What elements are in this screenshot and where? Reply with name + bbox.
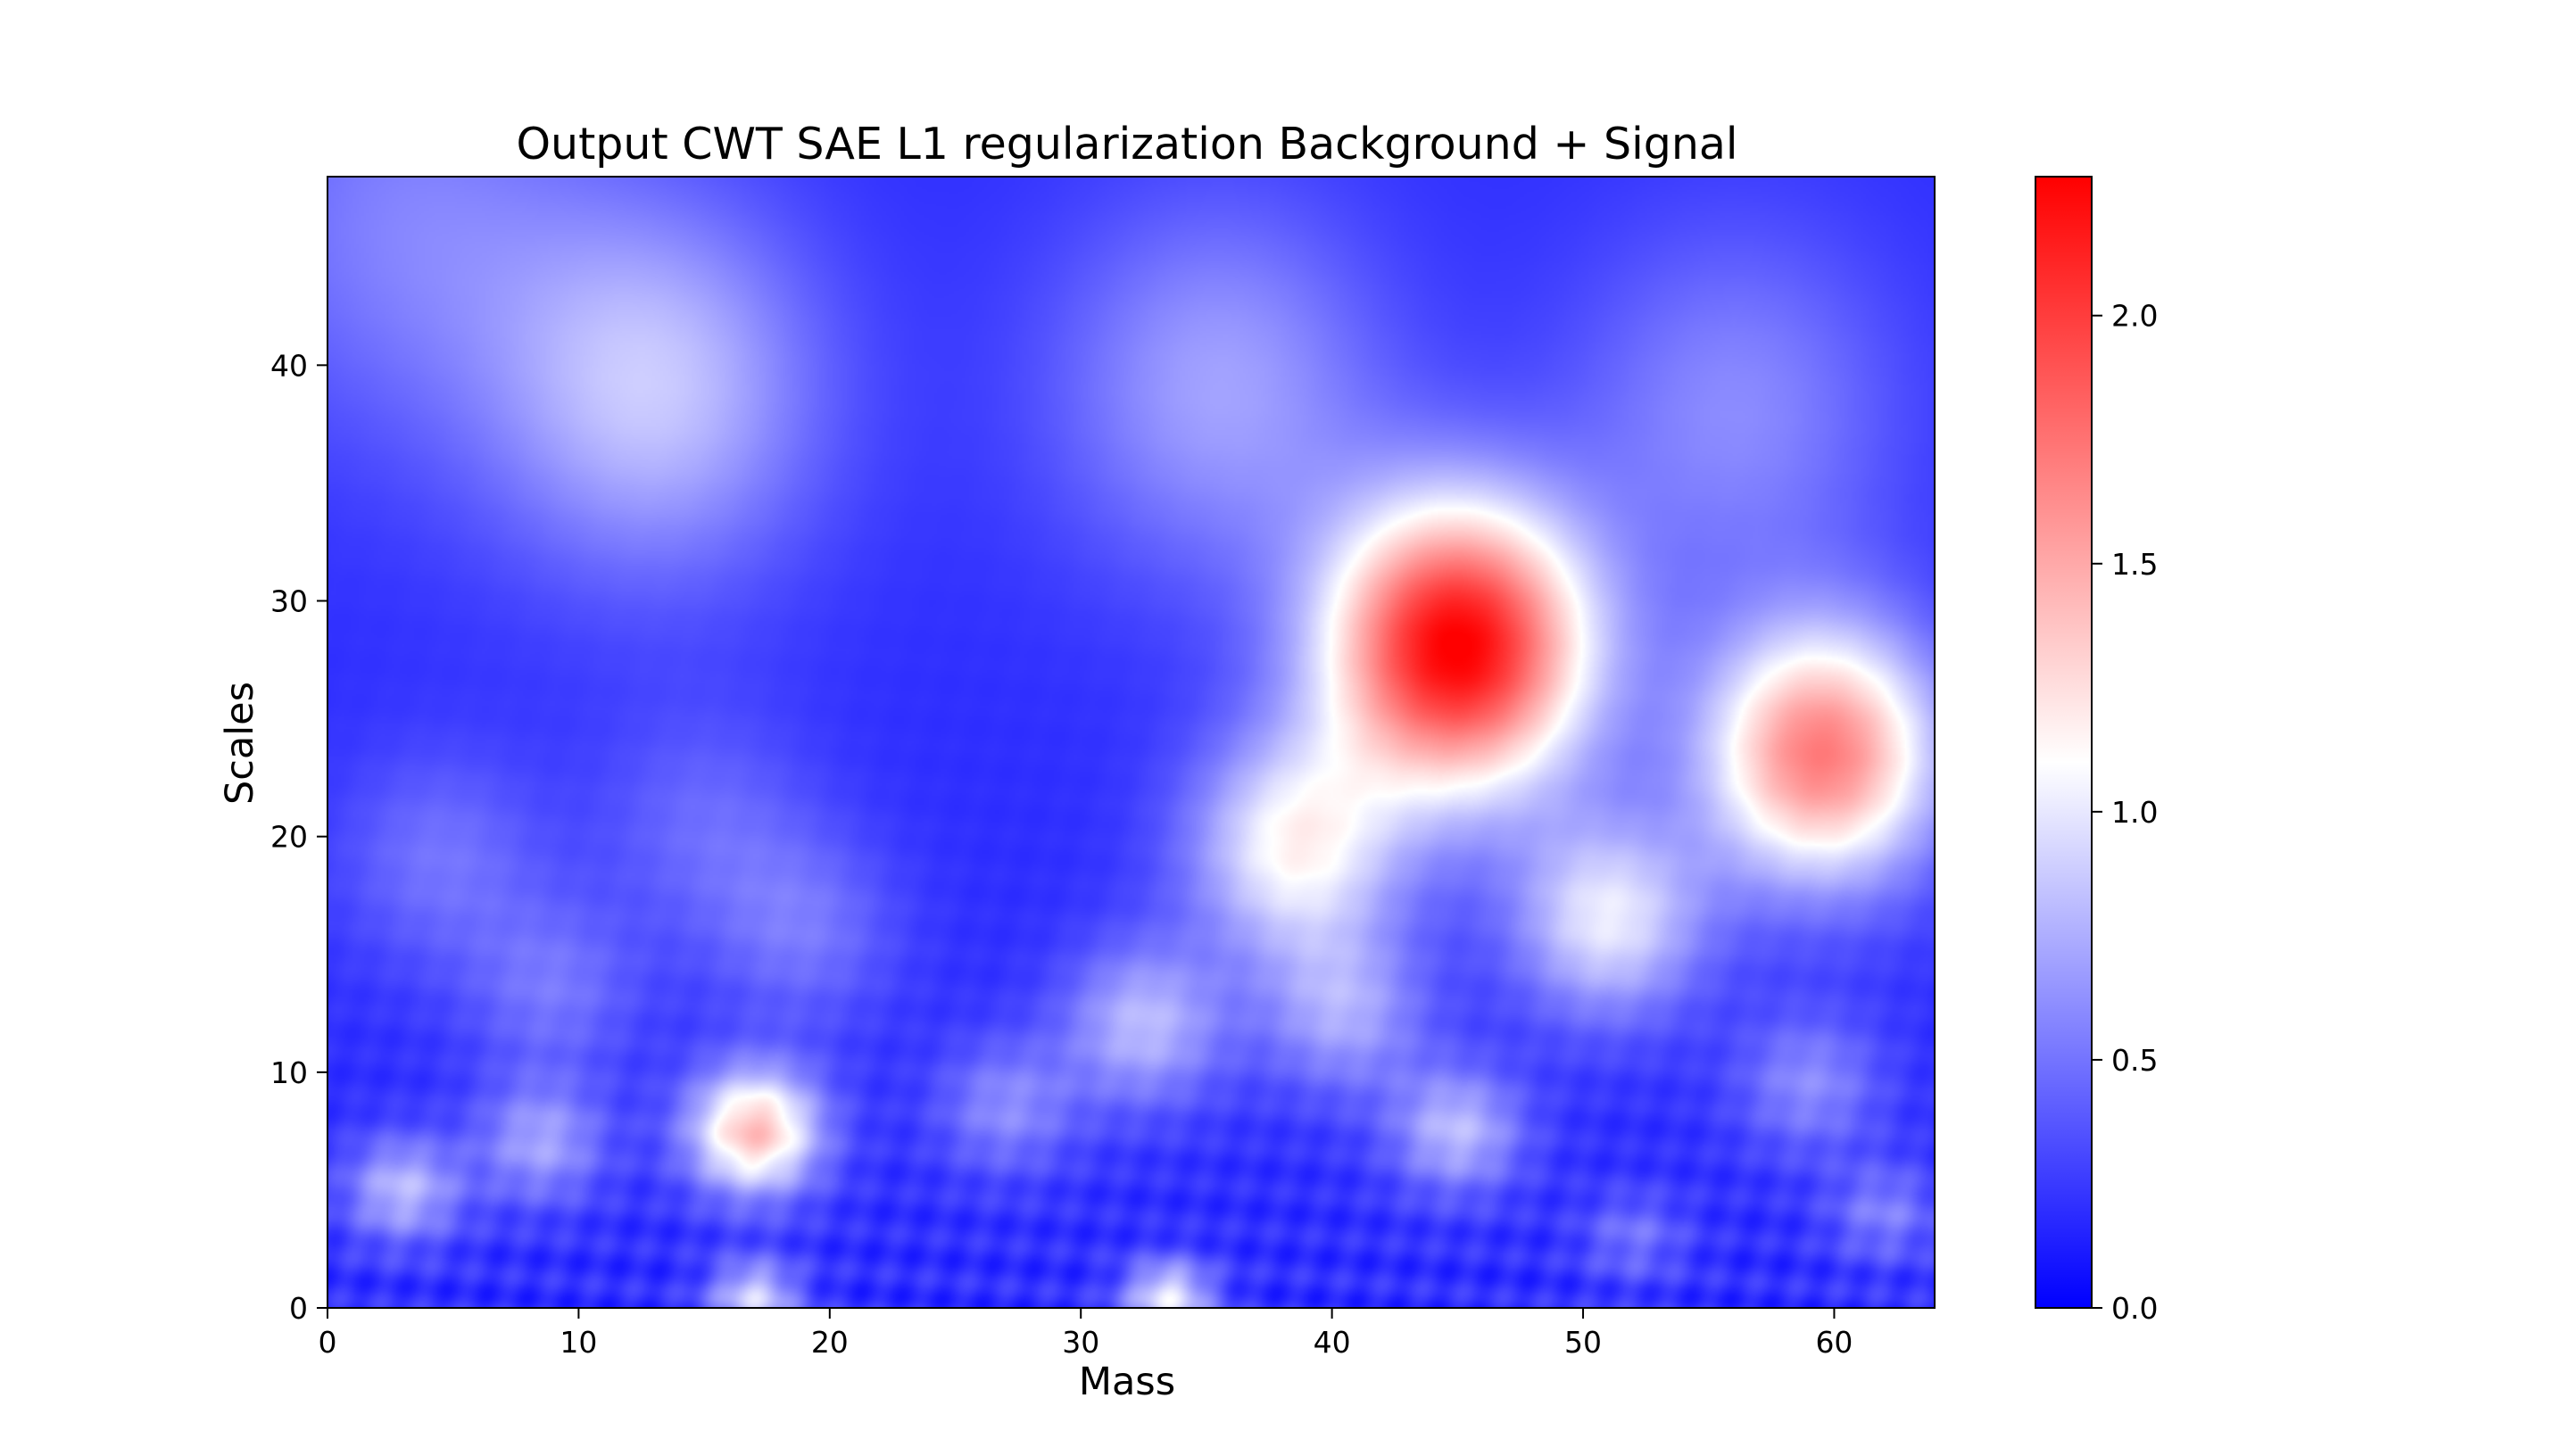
x-tick-label: 50 [1564,1325,1602,1360]
y-tick-label: 30 [270,584,308,619]
y-axis-label: Scales [218,682,262,805]
x-axis-label: Mass [1079,1360,1175,1404]
y-tick-label: 10 [270,1055,308,1090]
heatmap-area [327,177,1935,1308]
chart-title: Output CWT SAE L1 regularization Backgro… [516,119,1737,170]
x-tick-label: 0 [319,1325,337,1360]
x-tick-label: 40 [1314,1325,1351,1360]
y-tick-label: 40 [270,348,308,383]
x-axis: 0 10 20 30 40 50 60 [319,1308,1853,1360]
colorbar-tick-label: 0.0 [2111,1291,2158,1326]
plot-frame [327,176,1936,1309]
colorbar-axis: 0.0 0.5 1.0 1.5 2.0 [2092,299,2158,1326]
y-tick-label: 0 [289,1291,308,1326]
x-tick-label: 20 [811,1325,849,1360]
x-tick-label: 10 [560,1325,597,1360]
x-tick-label: 30 [1062,1325,1099,1360]
colorbar [2035,176,2093,1309]
colorbar-tick-label: 2.0 [2111,299,2158,334]
colorbar-tick-label: 1.0 [2111,795,2158,830]
y-tick-label: 20 [270,820,308,855]
colorbar-tick-label: 0.5 [2111,1043,2158,1078]
x-tick-label: 60 [1815,1325,1853,1360]
colorbar-tick-label: 1.5 [2111,547,2158,582]
y-axis: 0 10 20 30 40 [270,348,327,1326]
